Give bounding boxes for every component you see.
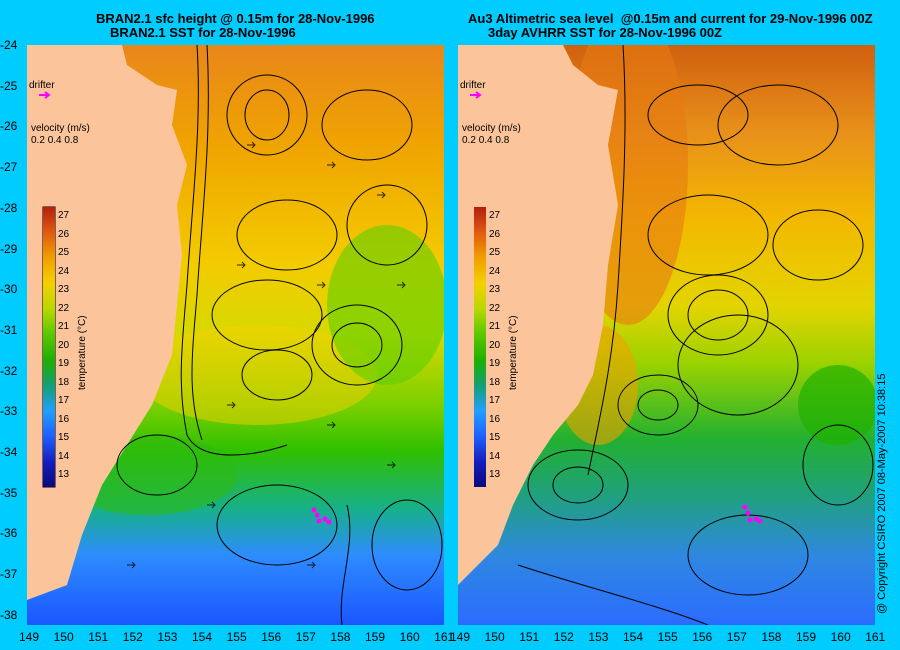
- right-colorbar-label: temperature (°C): [508, 315, 519, 390]
- drifter-track: [742, 504, 763, 524]
- colorbar-tick-label: 25: [489, 247, 501, 258]
- longitude-tick-label: 161: [434, 630, 455, 644]
- latitude-tick-label: -28: [0, 200, 18, 215]
- longitude-tick-label: 153: [157, 630, 178, 644]
- colorbar-tick-label: 14: [58, 450, 70, 462]
- longitude-tick-label: 154: [192, 630, 213, 644]
- latitude-tick-label: -27: [0, 160, 18, 175]
- land-mass: [458, 45, 618, 585]
- longitude-tick-label: 159: [365, 630, 386, 644]
- colorbar-tick-label: 19: [489, 358, 501, 369]
- longitude-tick-label: 150: [484, 630, 505, 644]
- left-title-line2: BRAN2.1 SST for 28-Nov-1996: [110, 25, 296, 40]
- right-title-line1: Au3 Altimetric sea level @0.15m and curr…: [468, 11, 873, 26]
- left-sst-map: [27, 45, 444, 625]
- right-velocity-label: velocity (m/s): [462, 123, 521, 134]
- colorbar-tick-label: 23: [489, 284, 501, 295]
- colorbar-tick-label: 23: [58, 284, 70, 295]
- longitude-tick-label: 152: [553, 630, 574, 644]
- right-title-line2: 3day AVHRR SST for 28-Nov-1996 00Z: [488, 25, 723, 40]
- longitude-tick-label: 158: [761, 630, 782, 644]
- latitude-tick-label: -37: [0, 567, 18, 582]
- colorbar-tick-label: 14: [489, 450, 501, 462]
- longitude-tick-label: 157: [726, 630, 747, 644]
- colorbar-tick-label: 20: [489, 339, 501, 351]
- colorbar-tick-label: 16: [58, 413, 70, 425]
- drifter-track: [311, 507, 332, 525]
- left-colorbar-ticks: 27 26 25 24 23 22 21 20 19 18 17 16 15 14 13: [58, 207, 69, 485]
- longitude-tick-label: 155: [226, 630, 247, 644]
- longitude-tick-label: 159: [796, 630, 817, 644]
- longitude-tick-label: 161: [865, 630, 886, 644]
- colorbar-tick-label: 16: [489, 413, 501, 425]
- longitude-tick-label: 160: [830, 630, 851, 644]
- colorbar-tick-label: 21: [58, 321, 70, 332]
- right-drifter-label: drifter: [460, 80, 486, 91]
- longitude-tick-label: 153: [588, 630, 609, 644]
- colorbar-tick-label: 22: [489, 302, 501, 314]
- right-colorbar: [474, 207, 486, 487]
- colorbar-tick-label: 19: [58, 358, 70, 369]
- longitude-tick-label: 156: [692, 630, 713, 644]
- longitude-tick-label: 150: [53, 630, 74, 644]
- latitude-tick-label: -38: [0, 607, 18, 622]
- left-map-panel: drifter velocity (m/s) 0.2 0.4 0.8 27 26 2…: [27, 45, 444, 625]
- longitude-tick-label: 151: [519, 630, 540, 644]
- colorbar-tick-label: 27: [58, 210, 70, 221]
- left-colorbar-label: temperature (°C): [77, 315, 88, 390]
- longitude-tick-label: 160: [399, 630, 420, 644]
- copyright-notice: @ Copyright CSIRO 2007 08-May-2007 10:38…: [876, 373, 888, 614]
- colorbar-tick-label: 15: [58, 432, 70, 443]
- latitude-tick-label: -32: [0, 363, 18, 378]
- colorbar-tick-label: 24: [58, 265, 70, 277]
- longitude-tick-label: 149: [19, 630, 40, 644]
- right-sst-map: [458, 45, 875, 625]
- latitude-tick-label: -35: [0, 485, 18, 500]
- longitude-tick-label: 156: [261, 630, 282, 644]
- longitude-tick-label: 151: [88, 630, 109, 644]
- longitude-tick-label: 155: [657, 630, 678, 644]
- colorbar-tick-label: 15: [489, 432, 501, 443]
- left-velocity-label: velocity (m/s): [31, 123, 90, 134]
- colorbar-tick-label: 20: [58, 339, 70, 351]
- colorbar-tick-label: 24: [489, 265, 501, 277]
- left-velocity-scale: 0.2 0.4 0.8: [31, 135, 79, 146]
- longitude-tick-label: 158: [330, 630, 351, 644]
- latitude-tick-label: -26: [0, 119, 18, 134]
- longitude-tick-label: 152: [122, 630, 143, 644]
- latitude-tick-label: -33: [0, 404, 18, 419]
- colorbar-tick-label: 26: [489, 228, 501, 240]
- land-mass: [27, 45, 187, 600]
- latitude-tick-label: -24: [0, 38, 18, 52]
- right-map-panel: drifter velocity (m/s) 0.2 0.4 0.8 27 26 2…: [458, 45, 875, 625]
- colorbar-tick-label: 18: [489, 376, 501, 388]
- longitude-tick-label: 157: [295, 630, 316, 644]
- drifter-icon: [39, 91, 51, 99]
- colorbar-tick-label: 26: [58, 228, 70, 240]
- left-colorbar: [43, 207, 55, 487]
- colorbar-tick-label: 17: [58, 395, 70, 406]
- longitude-tick-label: 149: [450, 630, 471, 644]
- latitude-tick-label: -30: [0, 282, 18, 297]
- drifter-icon: [470, 91, 482, 99]
- latitude-tick-label: -36: [0, 526, 18, 541]
- right-velocity-scale: 0.2 0.4 0.8: [462, 135, 510, 146]
- latitude-tick-label: -34: [0, 445, 18, 459]
- colorbar-tick-label: 25: [58, 247, 70, 258]
- longitude-tick-label: 154: [623, 630, 644, 644]
- latitude-tick-label: -29: [0, 241, 18, 256]
- colorbar-tick-label: 27: [489, 210, 501, 221]
- colorbar-tick-label: 17: [489, 395, 501, 406]
- latitude-tick-label: -25: [0, 78, 18, 93]
- left-title-line1: BRAN2.1 sfc height @ 0.15m for 28-Nov-19…: [96, 11, 375, 26]
- colorbar-tick-label: 13: [58, 469, 70, 480]
- colorbar-tick-label: 13: [489, 469, 501, 480]
- latitude-tick-label: -31: [0, 322, 18, 337]
- right-colorbar-ticks: 27 26 25 24 23 22 21 20 19 18 17 16 15 14 13: [489, 207, 500, 485]
- colorbar-tick-label: 21: [489, 321, 501, 332]
- colorbar-tick-label: 22: [58, 302, 70, 314]
- colorbar-tick-label: 18: [58, 376, 70, 388]
- left-drifter-label: drifter: [29, 80, 55, 91]
